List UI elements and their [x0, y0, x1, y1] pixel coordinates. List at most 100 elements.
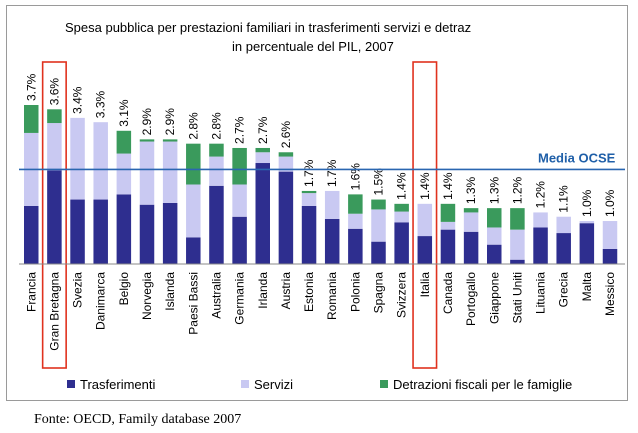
- legend-label-trasferimenti: Trasferimenti: [80, 377, 155, 392]
- average-label: Media OCSE: [538, 150, 616, 165]
- bar-danimarca-series-2: [93, 122, 108, 200]
- bar-islanda-series-3: [162, 139, 178, 142]
- category-label-svizzera: Svizzera: [395, 272, 409, 318]
- bar-australia-series-1: [209, 185, 224, 264]
- bar-gran-bretagna-series-1: [47, 170, 62, 264]
- category-label-grecia: Grecia: [557, 272, 571, 308]
- bar-spagna-series-2: [371, 209, 386, 242]
- bar-svizzera-series-2: [394, 211, 409, 223]
- bar-paesi-bassi-series-2: [186, 184, 201, 238]
- bar-islanda-series-2: [162, 141, 178, 203]
- bar-germania-series-3: [232, 147, 247, 185]
- legend-swatch-servizi: [241, 380, 249, 388]
- value-label-lituania: 1.2%: [534, 181, 548, 209]
- category-label-italia: Italia: [418, 272, 432, 298]
- bar-canada-series-1: [440, 229, 456, 264]
- bar-canada-series-2: [440, 221, 456, 230]
- bar-romania-series-1: [324, 218, 340, 264]
- value-label-spagna: 1.5%: [372, 168, 386, 196]
- bar-norvegia-series-3: [139, 139, 155, 142]
- bar-francia-series-3: [24, 105, 39, 133]
- bar-svizzera-series-1: [394, 222, 409, 264]
- bar-canada-series-3: [440, 203, 456, 222]
- category-label-portogallo: Portogallo: [464, 272, 478, 326]
- category-label-islanda: Islanda: [163, 272, 177, 311]
- bar-spagna-series-1: [371, 241, 386, 264]
- category-label-canada: Canada: [441, 272, 455, 314]
- bar-messico-series-2: [602, 221, 618, 249]
- bar-stati-uniti-series-2: [510, 229, 525, 260]
- bar-australia-series-2: [209, 156, 224, 186]
- bar-malta-series-1: [579, 223, 595, 264]
- category-label-spagna: Spagna: [372, 272, 386, 314]
- bar-islanda-series-1: [162, 202, 178, 264]
- highlight-layer: [41, 61, 438, 369]
- bar-estonia-series-2: [301, 193, 317, 206]
- category-label-polonia: Polonia: [348, 272, 362, 312]
- value-label-italia: 1.4%: [418, 172, 432, 200]
- bar-danimarca-series-1: [93, 199, 108, 264]
- value-label-australia: 2.8%: [209, 112, 223, 140]
- bar-messico-series-1: [602, 248, 618, 264]
- legend-label-detrazioni-fiscali-per-le-famiglie: Detrazioni fiscali per le famiglie: [393, 377, 572, 392]
- bar-polonia-series-2: [348, 213, 363, 229]
- category-label-gran-bretagna: Gran Bretagna: [47, 272, 61, 351]
- bar-irlanda-series-1: [255, 163, 270, 264]
- category-labels-layer: Francia Gran Bretagna Svezia Danimarca Belgi…: [24, 272, 617, 351]
- bar-irlanda-series-2: [255, 152, 270, 164]
- category-label-germania: Germania: [233, 272, 247, 325]
- bar-grecia-series-1: [556, 233, 571, 264]
- value-labels-layer: 3.7% 3.6% 3.4% 3.3% 3.1% 2.9% 2.9% 2.8% 2.8% 2.7%…: [24, 73, 617, 217]
- bars-layer: [24, 105, 618, 264]
- bar-svezia-series-2: [70, 117, 85, 200]
- bar-portogallo-series-3: [463, 208, 479, 213]
- value-label-svizzera: 1.4%: [395, 172, 409, 200]
- value-label-gran-bretagna: 3.6%: [47, 78, 61, 106]
- bar-romania-series-2: [324, 190, 340, 219]
- value-label-islanda: 2.9%: [163, 108, 177, 136]
- bar-austria-series-3: [278, 152, 294, 157]
- bar-estonia-series-3: [301, 190, 317, 194]
- bar-germania-series-1: [232, 216, 247, 264]
- bar-grecia-series-2: [556, 216, 571, 234]
- bar-stati-uniti-series-1: [510, 259, 525, 264]
- legend-swatch-detrazioni-fiscali-per-le-famiglie: [380, 380, 388, 388]
- category-label-stati-uniti: Stati Uniti: [510, 272, 524, 323]
- value-label-grecia: 1.1%: [557, 185, 571, 213]
- category-label-giappone: Giappone: [487, 272, 501, 324]
- chart: Spesa pubblica per prestazioni familiari…: [19, 20, 625, 392]
- category-label-lituania: Lituania: [534, 272, 548, 314]
- category-label-australia: Australia: [209, 272, 223, 319]
- chart-title-line-1: Spesa pubblica per prestazioni familiari…: [65, 20, 471, 35]
- bar-svizzera-series-3: [394, 203, 409, 212]
- bar-gran-bretagna-series-3: [47, 109, 62, 124]
- bar-giappone-series-1: [487, 244, 502, 264]
- legend-swatch-trasferimenti: [67, 380, 75, 388]
- bar-spagna-series-3: [371, 199, 386, 210]
- category-label-belgio: Belgio: [117, 272, 131, 306]
- bar-paesi-bassi-series-1: [186, 237, 201, 264]
- bar-irlanda-series-3: [255, 147, 270, 153]
- bar-portogallo-series-1: [463, 231, 479, 264]
- value-label-paesi-bassi: 2.8%: [186, 112, 200, 140]
- bar-francia-series-1: [24, 205, 39, 264]
- value-label-portogallo: 1.3%: [464, 176, 478, 204]
- value-label-malta: 1.0%: [580, 189, 594, 217]
- value-label-messico: 1.0%: [603, 189, 617, 217]
- value-label-giappone: 1.3%: [487, 176, 501, 204]
- bar-norvegia-series-2: [139, 141, 155, 205]
- bar-giappone-series-3: [487, 208, 502, 228]
- bar-portogallo-series-2: [463, 212, 479, 232]
- bar-gran-bretagna-series-2: [47, 123, 62, 171]
- bar-belgio-series-2: [116, 153, 132, 195]
- category-label-messico: Messico: [603, 272, 617, 316]
- category-label-romania: Romania: [325, 272, 339, 320]
- value-label-polonia: 1.6%: [348, 163, 362, 191]
- bar-lituania-series-1: [533, 227, 548, 264]
- bar-paesi-bassi-series-3: [186, 143, 201, 185]
- value-label-stati-uniti: 1.2%: [510, 176, 524, 204]
- category-label-svezia: Svezia: [71, 272, 85, 308]
- bar-australia-series-3: [209, 143, 224, 157]
- category-label-austria: Austria: [279, 272, 293, 310]
- bar-austria-series-2: [278, 156, 294, 172]
